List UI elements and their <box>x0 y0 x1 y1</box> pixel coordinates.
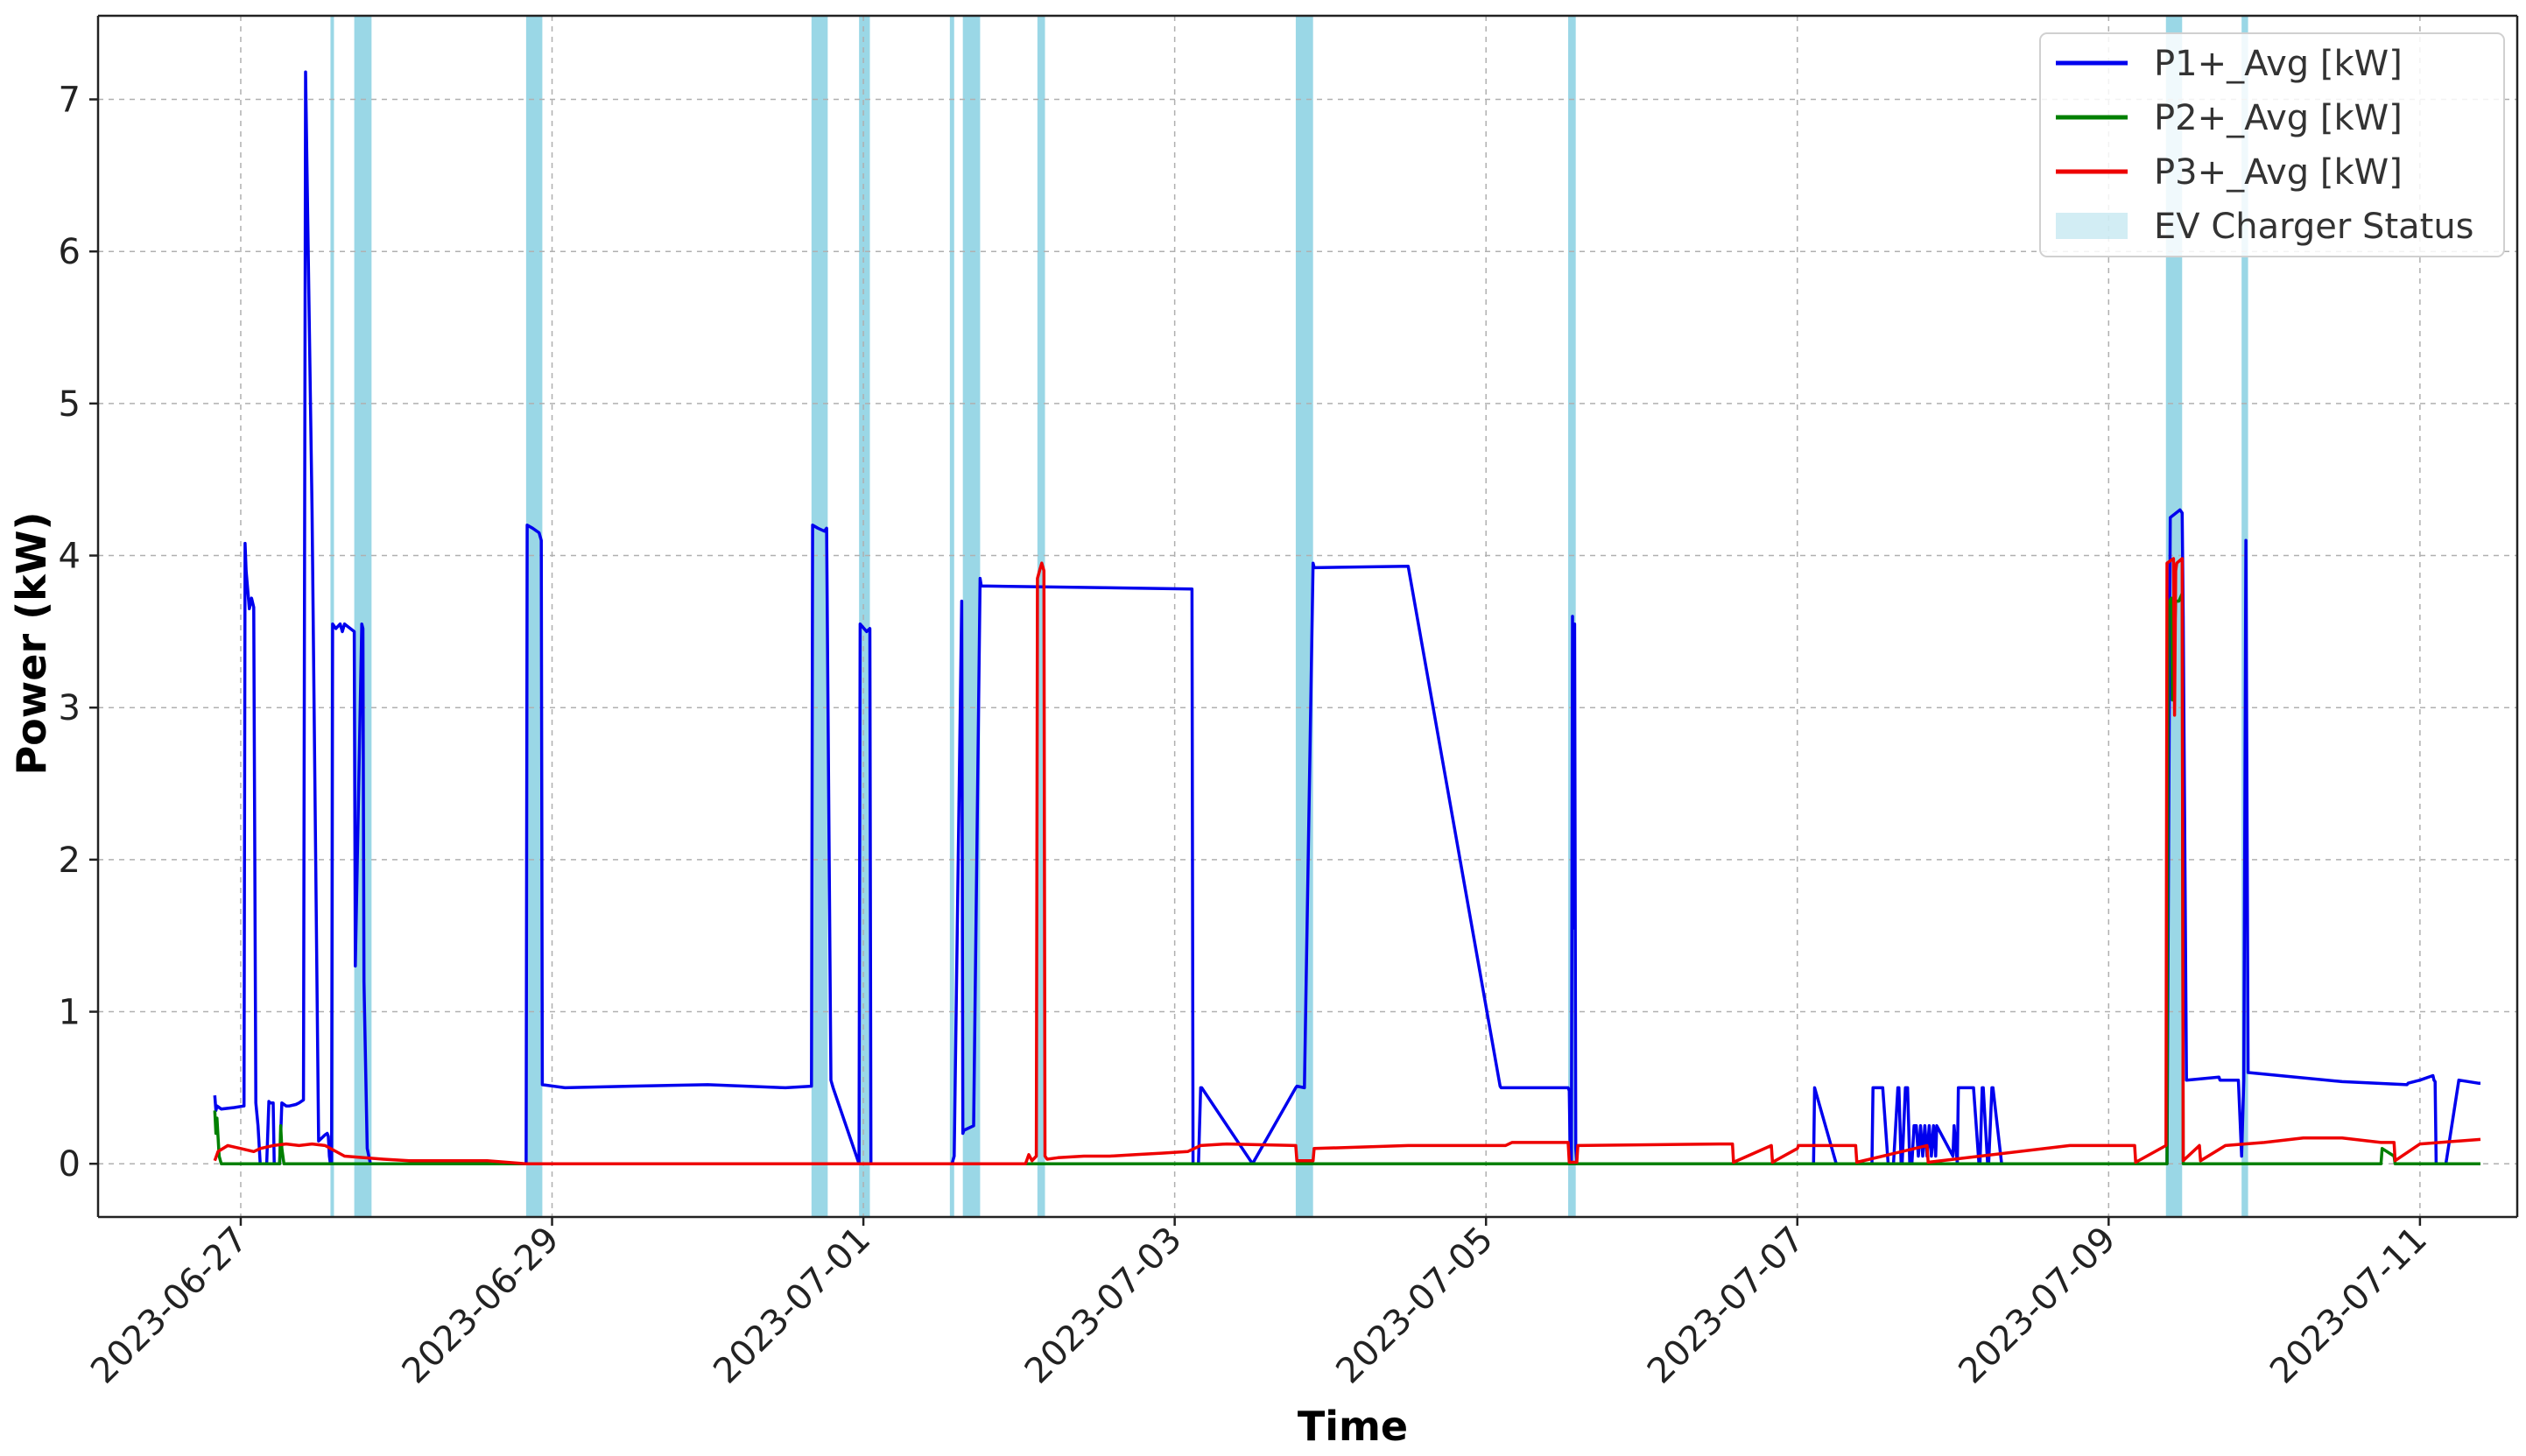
charger-status-band-1 <box>354 16 372 1217</box>
y-tick-label-3: 3 <box>59 688 81 728</box>
y-tick-label-1: 1 <box>59 993 81 1033</box>
series-line-2 <box>213 592 2480 1165</box>
y-tick-label-0: 0 <box>59 1144 81 1185</box>
series-line-3 <box>213 557 2481 1165</box>
series-lines <box>213 70 2481 1165</box>
y-tick-label-5: 5 <box>59 384 81 425</box>
charger-status-band-4 <box>859 16 870 1217</box>
charger-status-band-7 <box>1037 16 1045 1217</box>
charger-status-band-3 <box>811 16 828 1217</box>
legend-label-2: P3+_Avg [kW] <box>2154 152 2403 193</box>
charger-status-band-6 <box>962 16 981 1217</box>
y-tick-label-7: 7 <box>59 81 81 121</box>
axes <box>96 14 2519 1219</box>
charger-status-band-0 <box>330 16 334 1217</box>
y-tick-label-6: 6 <box>59 232 81 272</box>
legend-label-3: EV Charger Status <box>2154 207 2474 247</box>
legend-swatch-3 <box>2056 213 2128 239</box>
y-axis-title: Power (kW) <box>8 511 55 775</box>
charger-status-band-5 <box>949 16 954 1217</box>
y-tick-label-2: 2 <box>59 841 81 881</box>
legend: P1+_Avg [kW] P2+_Avg [kW] P3+_Avg [kW] EV C… <box>2039 32 2505 257</box>
legend-label-1: P2+_Avg [kW] <box>2154 98 2403 138</box>
x-axis-title: Time <box>1298 1403 1408 1450</box>
legend-box <box>2039 32 2505 257</box>
charger-status-band-2 <box>525 16 543 1217</box>
y-tick-label-4: 4 <box>59 537 81 577</box>
legend-label-0: P1+_Avg [kW] <box>2154 44 2403 84</box>
